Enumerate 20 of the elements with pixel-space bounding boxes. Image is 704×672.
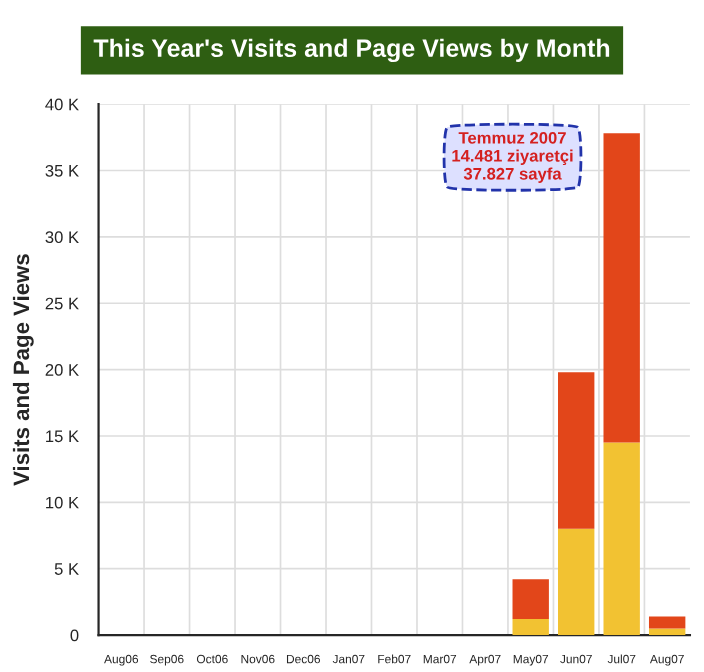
chart-title: This Year's Visits and Page Views by Month — [93, 38, 610, 63]
bar — [648, 628, 686, 636]
y-tick-label: 20 K — [45, 364, 79, 376]
y-tick-label: 0 — [70, 629, 79, 642]
y-axis-title: Visits and Page Views — [12, 254, 34, 486]
bar — [512, 619, 549, 636]
y-tick-label: 30 K — [45, 231, 79, 244]
bar — [648, 616, 686, 629]
bar — [558, 372, 595, 529]
y-tick-label: 15 K — [46, 430, 79, 443]
y-tick-label: 25 K — [45, 297, 79, 310]
y-tick-label: 35 K — [45, 164, 79, 177]
annotation: Temmuz 2007 14.481 ziyaretçi 37.827 sayfa — [452, 131, 573, 183]
bar — [558, 528, 595, 636]
bar — [512, 579, 549, 620]
y-tick-label: 5 K — [54, 563, 79, 575]
bar — [603, 442, 640, 636]
y-tick-label: 10 K — [46, 496, 79, 509]
bar — [603, 133, 640, 443]
y-tick-label: 40 K — [45, 98, 79, 111]
